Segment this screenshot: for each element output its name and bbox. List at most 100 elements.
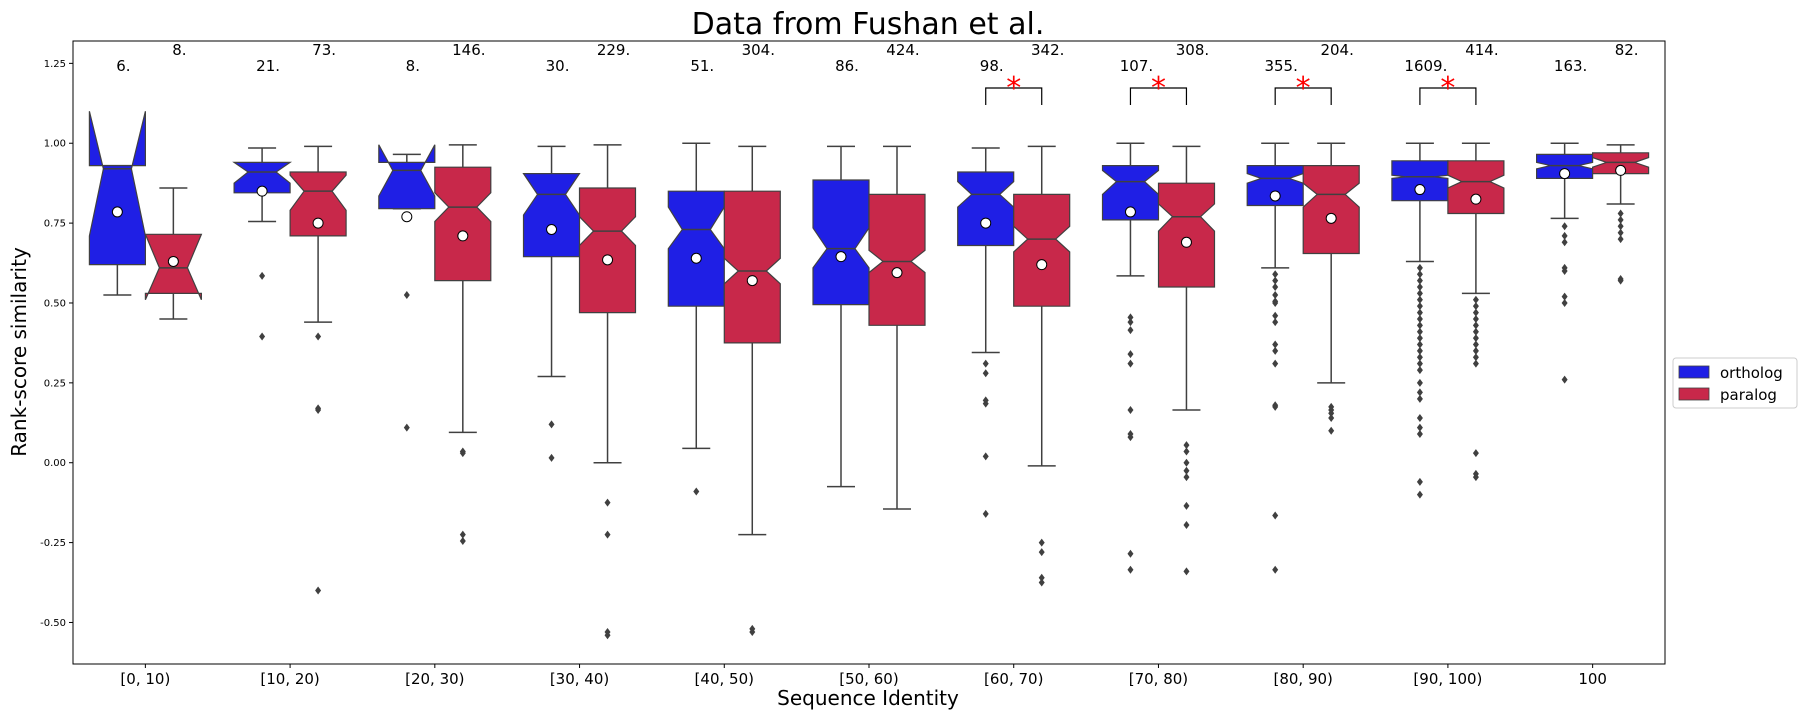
paralog-box-group: 82. [1591,41,1650,285]
paralog-count-label: 424. [886,41,919,59]
paralog-count-label: 82. [1615,41,1639,59]
outlier-point [1472,346,1479,355]
outlier-point [1561,222,1568,231]
mean-marker [167,255,179,267]
outlier-point [1617,222,1624,231]
outlier-point [1127,318,1134,327]
outlier-point [1272,311,1279,320]
outlier-point [1127,350,1134,359]
significance-star: * [1440,71,1455,106]
paralog-box-group: 8. [144,41,203,320]
outlier-point [315,332,322,341]
mean-marker [256,185,268,197]
mean-marker [1180,236,1192,248]
outlier-point [1561,231,1568,240]
mean-marker [1414,184,1426,196]
paralog-box [1591,152,1650,175]
outlier-point [1416,263,1423,272]
mean-marker [690,252,702,264]
ortholog-box-group: 6. [88,57,146,296]
outlier-point [604,631,611,640]
x-tick-label: [10, 20) [260,670,319,688]
ortholog-box [232,161,293,194]
paralog-box-group: 146. [434,41,492,545]
ortholog-count-label: 163. [1554,57,1587,75]
outlier-point [1272,346,1279,355]
mean-marker [546,223,558,235]
outlier-point [1561,238,1568,247]
paralog-count-label: 414. [1465,41,1498,59]
outlier-point [1617,209,1624,218]
significance-bracket [1129,87,1188,105]
outlier-point [1472,473,1479,482]
outlier-point [259,271,266,280]
x-tick-label: [20, 30) [405,670,464,688]
ortholog-box [812,179,870,306]
y-axis: -0.50 -0.25 0.00 0.25 0.50 0.75 1.00 1.25 [40,59,73,629]
paralog-count-label: 204. [1320,41,1353,59]
outlier-point [1272,290,1279,299]
outlier-point [1472,314,1479,323]
paralog-box-group: 342. [1013,41,1071,587]
outlier-point [1416,429,1423,438]
significance-bracket [1274,87,1332,105]
outlier-point [1472,340,1479,349]
ortholog-box-group: 1609. [1391,57,1449,499]
ortholog-box [667,190,725,307]
outlier-point [1472,449,1479,458]
paralog-box [1157,182,1216,288]
legend-swatch-ortholog [1678,365,1710,379]
outlier-point [1038,538,1045,547]
outlier-point [1561,375,1568,384]
outlier-point [1183,458,1190,467]
ortholog-count-label: 355. [1264,57,1297,75]
outlier-point [982,399,989,408]
x-tick-label: [80, 90) [1273,670,1332,688]
outlier-point [548,420,555,429]
outlier-point [1127,359,1134,368]
y-tick-label: 1.25 [44,59,66,70]
outlier-point [1416,346,1423,355]
outlier-point [1038,578,1045,587]
outlier-point [548,453,555,462]
ortholog-box-group: 86. [812,57,870,488]
ortholog-box-group: 21. [232,57,293,341]
paralog-box [289,171,347,237]
outlier-point [1038,548,1045,557]
outlier-point [1416,334,1423,343]
outlier-point [1472,327,1479,336]
outlier-point [1416,366,1423,375]
outlier-point [1416,327,1423,336]
y-tick-label: 0.75 [44,219,66,230]
mean-marker [312,217,324,229]
outlier-point [1272,340,1279,349]
mean-marker [746,275,758,287]
plot-area: 6. 21. 8. 30. 51. 86. 98. 107. 355. 1609. 163. 8. 73… [88,41,1650,640]
x-tick-label: [0, 10) [120,670,170,688]
outlier-point [1272,359,1279,368]
outlier-point [1416,423,1423,432]
ortholog-count-label: 6. [116,57,130,75]
ortholog-box [88,111,146,266]
outlier-point [1272,511,1279,520]
outlier-point [982,509,989,518]
ortholog-count-label: 8. [406,57,420,75]
outlier-point [1127,406,1134,415]
outlier-point [315,406,322,415]
outlier-point [1416,378,1423,387]
outlier-point [1183,473,1190,482]
y-tick-label: -0.25 [40,538,66,549]
mean-marker [401,211,413,223]
y-tick-label: -0.50 [40,618,66,629]
outlier-point [1416,413,1423,422]
significance-star: * [1151,71,1166,106]
outlier-point [459,536,466,545]
ortholog-box-group: 51. [667,57,725,496]
ortholog-box-group: 107. [1101,57,1160,574]
outlier-point [1416,353,1423,362]
outlier-point [1416,388,1423,397]
x-tick-label: [40, 50) [695,670,754,688]
ortholog-box [522,173,581,258]
paralog-box [578,187,637,314]
